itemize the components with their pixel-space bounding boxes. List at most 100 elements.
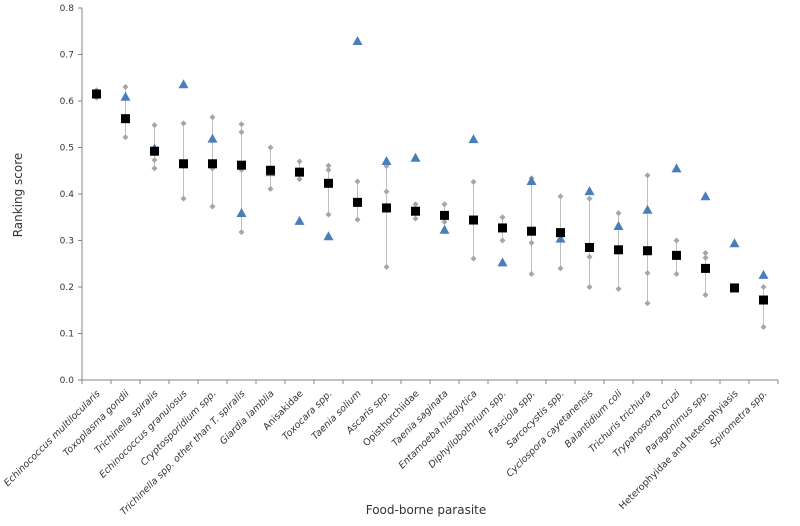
diamond-point bbox=[557, 193, 564, 200]
square-points bbox=[92, 89, 768, 305]
diamond-point bbox=[209, 203, 216, 210]
triangle-point bbox=[700, 191, 711, 201]
diamond-point bbox=[499, 237, 506, 244]
triangle-point bbox=[497, 257, 508, 267]
triangle-point bbox=[294, 215, 305, 225]
y-tick-label: 0.4 bbox=[60, 190, 75, 200]
diamond-point bbox=[528, 239, 535, 246]
diamond-point bbox=[644, 172, 651, 179]
diamond-point bbox=[325, 166, 332, 173]
y-tick-label: 0.0 bbox=[60, 376, 75, 386]
diamond-point bbox=[528, 270, 535, 277]
diamond-point bbox=[441, 218, 448, 225]
diamond-point bbox=[209, 114, 216, 121]
y-axis-title: Ranking score bbox=[11, 153, 25, 238]
square-point bbox=[266, 165, 275, 175]
y-tick-label: 0.5 bbox=[60, 144, 74, 154]
triangle-point bbox=[410, 152, 421, 162]
diamond-point bbox=[499, 214, 506, 221]
diamond-point bbox=[383, 264, 390, 271]
diamond-point bbox=[673, 237, 680, 244]
diamond-point bbox=[325, 211, 332, 218]
triangle-point bbox=[671, 163, 682, 173]
square-point bbox=[179, 159, 188, 169]
diamond-point bbox=[702, 291, 709, 298]
square-point bbox=[411, 206, 420, 216]
diamond-point bbox=[151, 122, 158, 129]
diamond-point bbox=[586, 253, 593, 260]
triangle-point bbox=[555, 233, 566, 243]
triangle-point bbox=[729, 238, 740, 248]
square-point bbox=[498, 223, 507, 233]
diamond-point bbox=[470, 255, 477, 262]
triangle-point bbox=[439, 224, 450, 234]
diamond-point bbox=[673, 270, 680, 277]
diamond-point bbox=[354, 216, 361, 223]
square-point bbox=[556, 228, 565, 238]
diamond-point bbox=[238, 229, 245, 236]
triangle-point bbox=[381, 155, 392, 165]
square-point bbox=[150, 146, 159, 156]
y-tick-label: 0.8 bbox=[60, 4, 75, 14]
y-tick-label: 0.1 bbox=[60, 330, 74, 340]
diamond-point bbox=[354, 178, 361, 185]
square-point bbox=[382, 203, 391, 213]
y-tick-label: 0.2 bbox=[60, 283, 74, 293]
triangle-point bbox=[207, 133, 218, 143]
triangle-point bbox=[758, 269, 769, 279]
triangle-point bbox=[642, 204, 653, 214]
diamond-point bbox=[325, 162, 332, 169]
diamond-point bbox=[586, 284, 593, 290]
diamond-point bbox=[760, 323, 767, 330]
square-point bbox=[701, 263, 710, 273]
diamond-point bbox=[702, 254, 709, 261]
diamond-point bbox=[238, 121, 245, 128]
x-axis-title: Food-borne parasite bbox=[366, 503, 487, 517]
diamond-point bbox=[296, 176, 303, 183]
square-point bbox=[440, 210, 449, 220]
diamond-point bbox=[470, 178, 477, 185]
square-point bbox=[585, 242, 594, 252]
axes: 0.0 0.1 0.2 0.3 0.4 0.5 0.6 0.7 0.8 bbox=[60, 4, 779, 386]
triangle-point bbox=[236, 208, 247, 218]
triangle-point bbox=[352, 35, 363, 45]
diamond-point bbox=[296, 158, 303, 165]
square-point bbox=[643, 246, 652, 256]
diamond-point bbox=[586, 195, 593, 202]
range-lines bbox=[96, 87, 764, 327]
diamond-point bbox=[760, 284, 767, 290]
square-point bbox=[759, 295, 768, 305]
triangle-point bbox=[526, 175, 537, 185]
diamond-point bbox=[238, 129, 245, 136]
diamond-point bbox=[644, 270, 651, 277]
square-point bbox=[121, 114, 130, 124]
diamond-point bbox=[702, 250, 709, 257]
square-point bbox=[614, 245, 623, 255]
triangle-point bbox=[584, 186, 595, 196]
diamond-point bbox=[180, 195, 187, 202]
diamond-point bbox=[122, 84, 129, 91]
square-point bbox=[469, 215, 478, 225]
square-point bbox=[92, 89, 101, 99]
diamond-point bbox=[644, 300, 651, 307]
diamond-point bbox=[441, 201, 448, 208]
diamond-point bbox=[412, 201, 419, 208]
diamond-point bbox=[412, 215, 419, 222]
square-point bbox=[730, 283, 739, 293]
y-tick-label: 0.6 bbox=[60, 97, 75, 107]
square-point bbox=[295, 167, 304, 177]
diamond-point bbox=[151, 165, 158, 172]
y-tick-label: 0.3 bbox=[60, 237, 74, 247]
square-point bbox=[353, 197, 362, 207]
diamond-point bbox=[615, 285, 622, 292]
square-point bbox=[527, 226, 536, 236]
diamond-point bbox=[383, 188, 390, 195]
y-tick-label: 0.7 bbox=[60, 51, 74, 61]
square-point bbox=[208, 159, 217, 169]
diamond-point bbox=[180, 120, 187, 127]
square-point bbox=[672, 250, 681, 260]
triangle-point bbox=[468, 134, 479, 144]
triangle-point bbox=[178, 79, 189, 89]
